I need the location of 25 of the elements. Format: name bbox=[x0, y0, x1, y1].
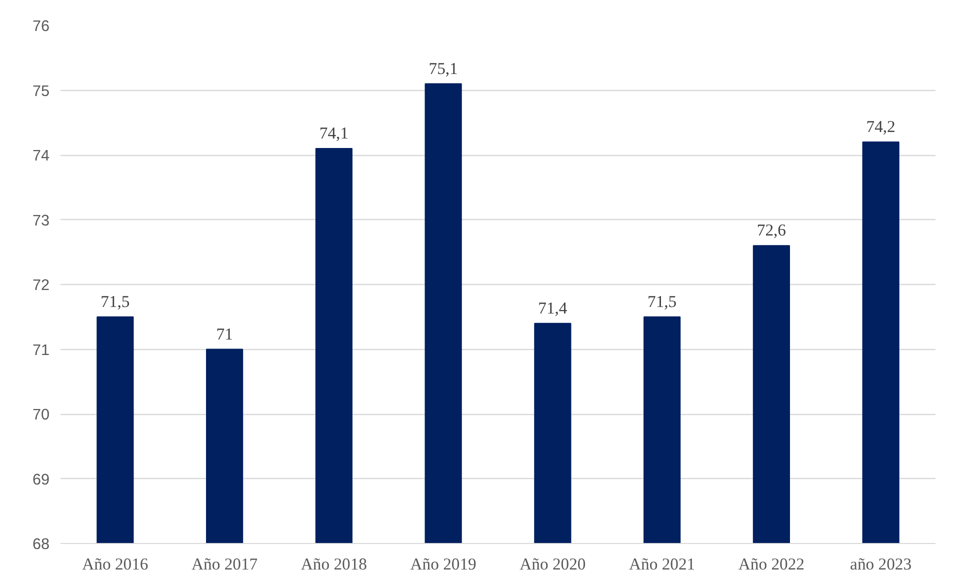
x-tick-label: Año 2022 bbox=[738, 554, 805, 574]
y-tick-label: 71 bbox=[32, 342, 50, 359]
data-label: 71,4 bbox=[538, 298, 568, 318]
data-label: 71,5 bbox=[647, 292, 677, 311]
x-tick-label: año 2023 bbox=[850, 554, 912, 574]
x-tick-label: Año 2020 bbox=[520, 554, 586, 574]
y-tick-label: 69 bbox=[32, 471, 50, 488]
y-tick-label: 75 bbox=[32, 82, 50, 100]
y-tick-label: 76 bbox=[32, 18, 50, 35]
y-tick-label: 73 bbox=[32, 212, 50, 230]
x-tick-label: Año 2018 bbox=[300, 554, 368, 574]
y-tick-label: 74 bbox=[32, 148, 50, 164]
y-tick-label: 70 bbox=[32, 406, 50, 424]
y-tick-label: 72 bbox=[32, 277, 50, 294]
x-tick-label: Año 2017 bbox=[191, 554, 258, 574]
data-label: 74,1 bbox=[319, 124, 349, 143]
x-tick-label: Año 2019 bbox=[410, 554, 476, 574]
data-label: 75,1 bbox=[428, 58, 458, 78]
x-tick-label: Año 2016 bbox=[82, 554, 148, 574]
data-label: 71 bbox=[216, 324, 233, 344]
y-tick-label: 68 bbox=[32, 536, 50, 553]
x-tick-label: Año 2021 bbox=[628, 554, 696, 574]
data-label: 74,2 bbox=[866, 117, 896, 136]
data-label: 72,6 bbox=[756, 220, 786, 240]
data-label: 71,5 bbox=[100, 292, 130, 311]
